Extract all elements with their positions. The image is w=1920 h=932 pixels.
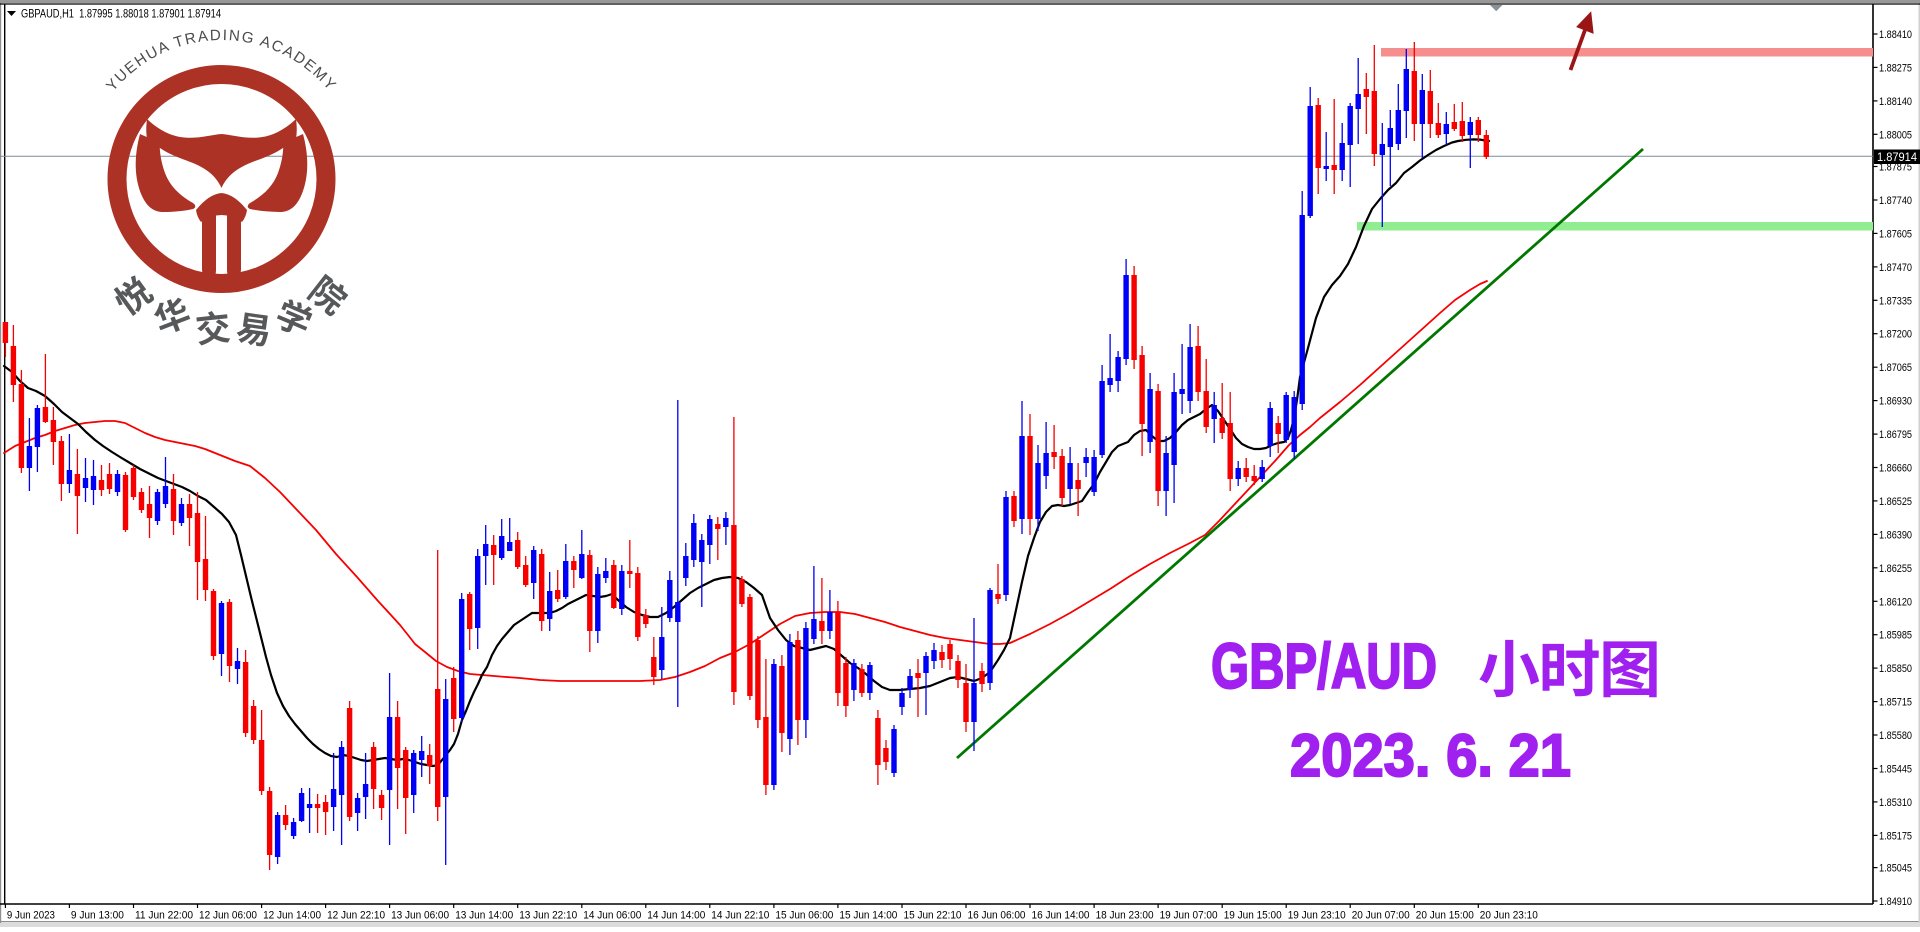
svg-text:1.87470: 1.87470 <box>1879 262 1912 274</box>
svg-text:1.88140: 1.88140 <box>1879 96 1912 108</box>
svg-text:1.85850: 1.85850 <box>1879 663 1912 675</box>
svg-text:1.85175: 1.85175 <box>1879 830 1912 842</box>
svg-text:1.86390: 1.86390 <box>1879 529 1912 541</box>
svg-text:14 Jun 22:10: 14 Jun 22:10 <box>711 910 769 922</box>
svg-text:20 Jun 23:10: 20 Jun 23:10 <box>1480 910 1538 922</box>
svg-text:1.87914: 1.87914 <box>1877 152 1918 164</box>
svg-text:1.87335: 1.87335 <box>1879 295 1912 307</box>
svg-text:15 Jun 06:00: 15 Jun 06:00 <box>775 910 833 922</box>
svg-text:19 Jun 23:10: 19 Jun 23:10 <box>1288 910 1346 922</box>
svg-text:1.87200: 1.87200 <box>1879 329 1912 341</box>
svg-text:19 Jun 07:00: 19 Jun 07:00 <box>1160 910 1218 922</box>
svg-text:1.85580: 1.85580 <box>1879 730 1912 742</box>
svg-text:1.86930: 1.86930 <box>1879 396 1912 408</box>
svg-text:1.88275: 1.88275 <box>1879 62 1912 74</box>
svg-text:1.85045: 1.85045 <box>1879 863 1912 875</box>
svg-text:19 Jun 15:00: 19 Jun 15:00 <box>1224 910 1282 922</box>
svg-text:GBP/AUD: GBP/AUD <box>1211 630 1437 702</box>
svg-text:1.87740: 1.87740 <box>1879 195 1912 207</box>
svg-text:12 Jun 06:00: 12 Jun 06:00 <box>199 910 257 922</box>
svg-text:15 Jun 22:10: 15 Jun 22:10 <box>904 910 962 922</box>
svg-text:13 Jun 22:10: 13 Jun 22:10 <box>519 910 577 922</box>
svg-text:1.86795: 1.86795 <box>1879 429 1912 441</box>
svg-text:1.85985: 1.85985 <box>1879 630 1912 642</box>
svg-text:2023. 6. 21: 2023. 6. 21 <box>1290 722 1571 789</box>
svg-text:1.86120: 1.86120 <box>1879 596 1912 608</box>
svg-text:1.86525: 1.86525 <box>1879 496 1912 508</box>
svg-text:1.88410: 1.88410 <box>1879 29 1912 41</box>
svg-text:16 Jun 14:00: 16 Jun 14:00 <box>1032 910 1090 922</box>
svg-text:GBPAUD,H1 1.87995 1.88018 1.8: GBPAUD,H1 1.87995 1.88018 1.87901 1.8791… <box>21 9 221 21</box>
svg-text:12 Jun 14:00: 12 Jun 14:00 <box>263 910 321 922</box>
svg-text:14 Jun 06:00: 14 Jun 06:00 <box>583 910 641 922</box>
svg-text:20 Jun 07:00: 20 Jun 07:00 <box>1352 910 1410 922</box>
svg-text:13 Jun 06:00: 13 Jun 06:00 <box>391 910 449 922</box>
svg-text:9 Jun 2023: 9 Jun 2023 <box>7 910 55 922</box>
svg-text:18 Jun 23:00: 18 Jun 23:00 <box>1096 910 1154 922</box>
svg-text:1.88005: 1.88005 <box>1879 129 1912 141</box>
svg-text:20 Jun 15:00: 20 Jun 15:00 <box>1416 910 1474 922</box>
svg-text:15 Jun 14:00: 15 Jun 14:00 <box>839 910 897 922</box>
svg-text:1.84910: 1.84910 <box>1879 896 1912 908</box>
svg-text:13 Jun 14:00: 13 Jun 14:00 <box>455 910 513 922</box>
svg-text:12 Jun 22:10: 12 Jun 22:10 <box>327 910 385 922</box>
svg-text:1.86255: 1.86255 <box>1879 563 1912 575</box>
svg-text:9 Jun 13:00: 9 Jun 13:00 <box>71 910 124 922</box>
svg-text:1.86660: 1.86660 <box>1879 463 1912 475</box>
svg-text:1.85310: 1.85310 <box>1879 797 1912 809</box>
svg-text:16 Jun 06:00: 16 Jun 06:00 <box>968 910 1026 922</box>
svg-text:11 Jun 22:00: 11 Jun 22:00 <box>135 910 193 922</box>
svg-text:14 Jun 14:00: 14 Jun 14:00 <box>647 910 705 922</box>
svg-text:1.85715: 1.85715 <box>1879 697 1912 709</box>
svg-text:1.87065: 1.87065 <box>1879 362 1912 374</box>
svg-text:1.85445: 1.85445 <box>1879 764 1912 776</box>
svg-text:1.87605: 1.87605 <box>1879 228 1912 240</box>
